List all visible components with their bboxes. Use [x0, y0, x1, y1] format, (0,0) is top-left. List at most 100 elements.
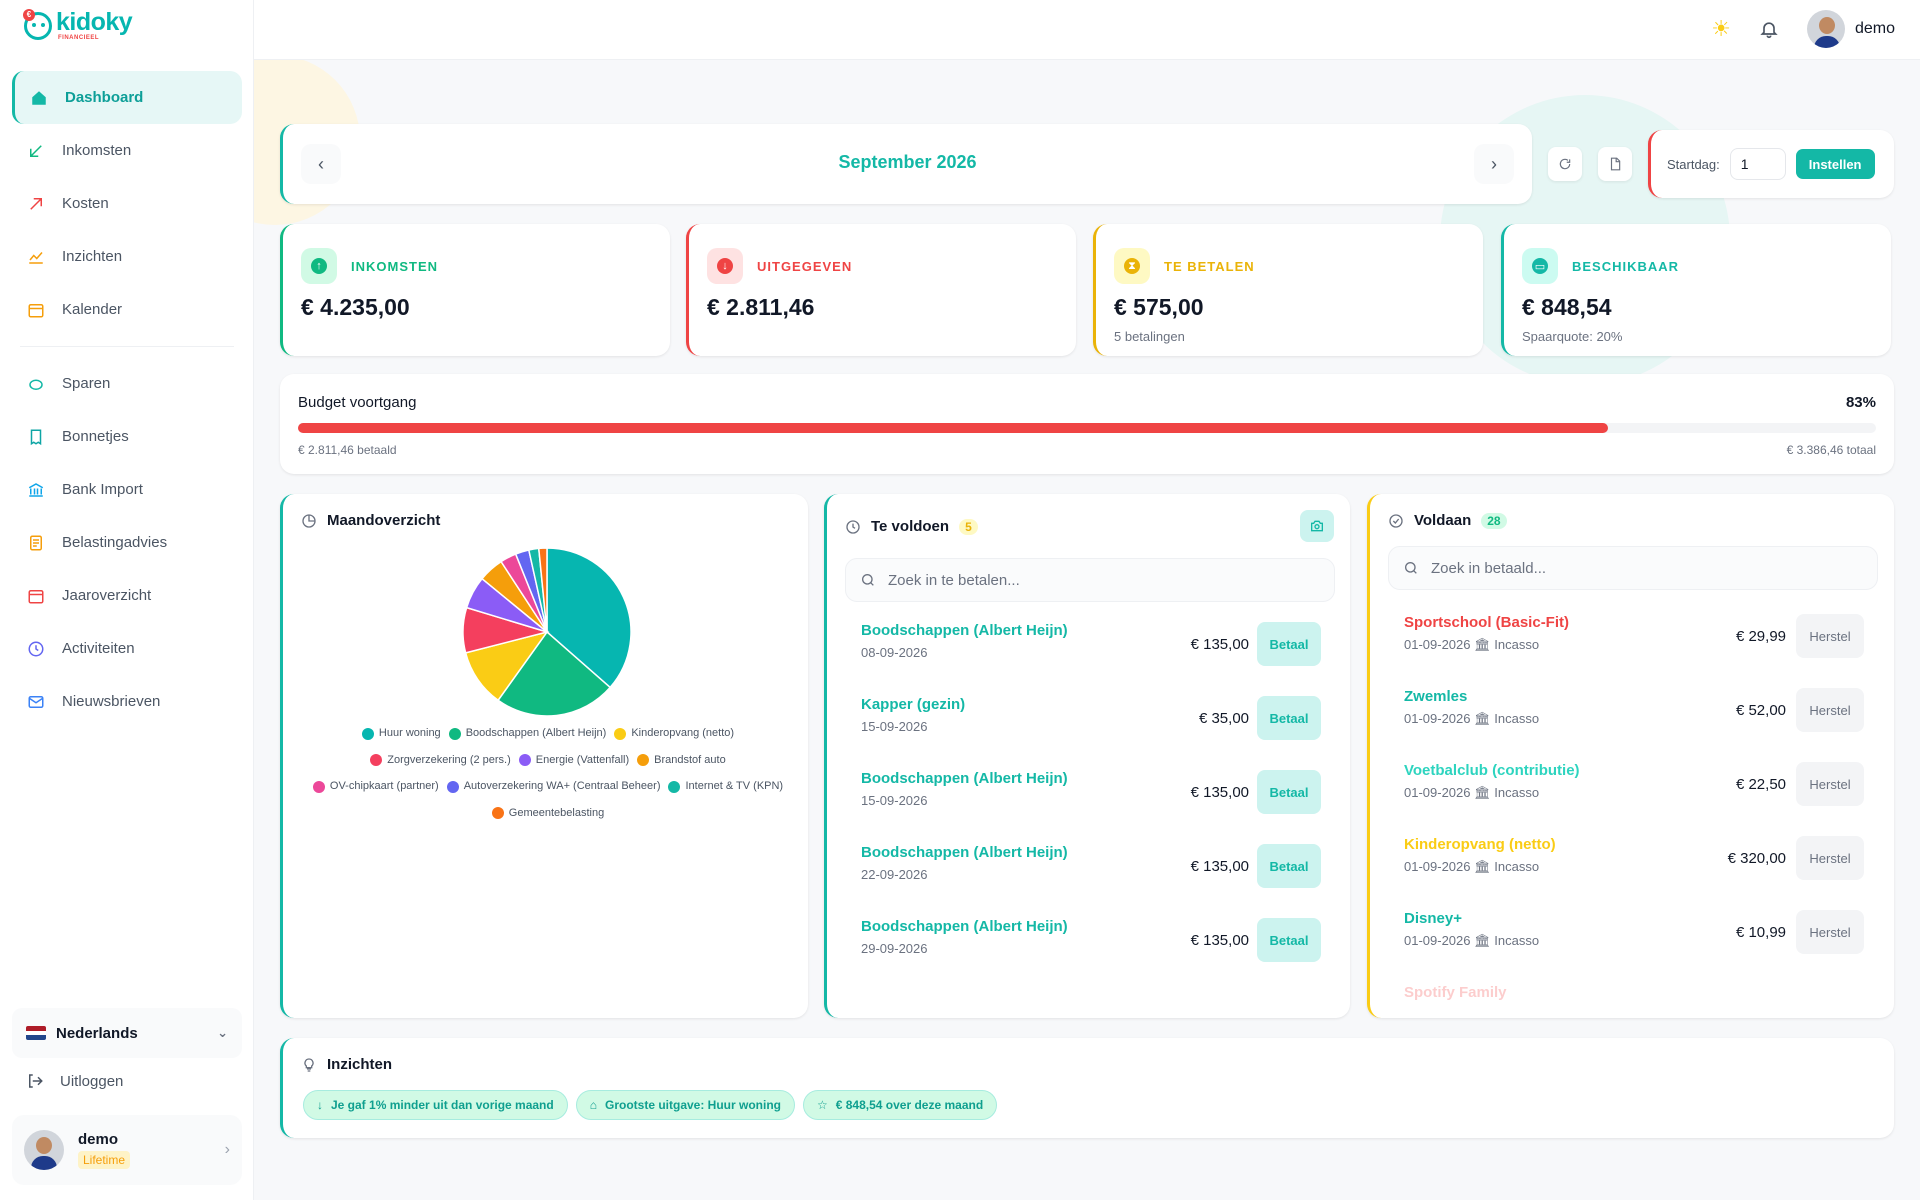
- sidebar-item-nieuwsbrieven[interactable]: Nieuwsbrieven: [12, 675, 242, 728]
- theme-toggle-sun-icon[interactable]: ☀: [1711, 16, 1731, 41]
- instellen-button[interactable]: Instellen: [1795, 149, 1875, 179]
- chevron-left-icon: ‹: [318, 153, 324, 174]
- user-card[interactable]: demo Lifetime ›: [12, 1115, 242, 1185]
- pie-slice-gemeentebelasting[interactable]: [537, 547, 548, 633]
- te-betalen-search[interactable]: Zoek in te betalen...: [845, 558, 1335, 602]
- legend-item[interactable]: Zorgverzekering (2 pers.): [370, 749, 511, 772]
- herstel-button[interactable]: Herstel: [1796, 762, 1864, 806]
- legend-swatch: [614, 727, 627, 740]
- legend-item[interactable]: Huur woning: [361, 722, 441, 745]
- arrow-out-icon: [26, 194, 46, 214]
- list-item[interactable]: Boodschappen (Albert Heijn) 22-09-2026 € 1…: [861, 844, 1321, 918]
- sidebar-item-bank-import[interactable]: Bank Import: [12, 463, 242, 516]
- bank-icon: 🏛: [1474, 637, 1491, 652]
- sidebar-item-label: Sparen: [62, 375, 111, 392]
- legend-label: Boodschappen (Albert Heijn): [465, 727, 607, 739]
- legend-item[interactable]: Internet & TV (KPN): [668, 775, 783, 798]
- legend-item[interactable]: Kinderopvang (netto): [614, 722, 734, 745]
- tax-icon: [26, 533, 46, 553]
- sidebar-item-label: Activiteiten: [62, 640, 135, 657]
- paid-amount: € 52,00: [1735, 702, 1786, 719]
- list-item[interactable]: Boodschappen (Albert Heijn) 29-09-2026 € 1…: [861, 918, 1321, 992]
- list-item[interactable]: Spotify Family: [1404, 984, 1864, 1018]
- avatar: [1806, 10, 1845, 48]
- bank-icon: [26, 480, 46, 500]
- camera-button[interactable]: [1300, 510, 1334, 542]
- legend-swatch: [370, 754, 383, 766]
- logout-button[interactable]: Uitloggen: [26, 1066, 123, 1096]
- legend-item[interactable]: Autoverzekering WA+ (Centraal Beheer): [446, 775, 660, 798]
- betaal-button[interactable]: Betaal: [1257, 844, 1321, 888]
- list-item[interactable]: Zwemles 01-09-2026 🏛 Incasso € 52,00 Herste…: [1404, 688, 1864, 762]
- betaald-search[interactable]: Zoek in betaald...: [1388, 546, 1878, 590]
- sidebar-item-jaaroverzicht[interactable]: Jaaroverzicht: [12, 569, 242, 622]
- sidebar-item-inkomsten[interactable]: Inkomsten: [12, 124, 242, 177]
- paid-date: 01-09-2026: [1404, 637, 1471, 652]
- sidebar-item-label: Inzichten: [62, 248, 123, 265]
- stat-sub: 5 betalingen: [1114, 329, 1185, 344]
- legend-label: OV-chipkaart (partner): [329, 780, 439, 792]
- arrow-in-icon: [26, 141, 46, 161]
- mail-icon: [26, 692, 46, 712]
- refresh-button[interactable]: [1548, 147, 1582, 181]
- legend-item[interactable]: Brandstof auto: [637, 749, 726, 772]
- insight-text: Grootste uitgave: Huur woning: [604, 1098, 781, 1112]
- insight-chip[interactable]: ↓ Je gaf 1% minder uit dan vorige maand: [303, 1090, 568, 1120]
- payment-amount: € 135,00: [1190, 858, 1249, 875]
- te-voldoen-title: Te voldoen: [871, 518, 950, 535]
- legend-item[interactable]: OV-chipkaart (partner): [312, 775, 439, 798]
- insight-chip[interactable]: ⌂ Grootste uitgave: Huur woning: [575, 1090, 795, 1120]
- language-select[interactable]: Nederlands ⌄: [12, 1008, 242, 1058]
- legend-swatch: [491, 807, 504, 819]
- betaal-button[interactable]: Betaal: [1257, 770, 1321, 814]
- insight-chip[interactable]: ☆ € 848,54 over deze maand: [802, 1090, 998, 1120]
- pie-slice-huur-woning[interactable]: [546, 547, 632, 689]
- list-item[interactable]: Kinderopvang (netto) 01-09-2026 🏛 Incasso…: [1404, 836, 1864, 910]
- next-month-button[interactable]: ›: [1474, 144, 1514, 184]
- sidebar-item-sparen[interactable]: Sparen: [12, 357, 242, 410]
- list-item[interactable]: Disney+ 01-09-2026 🏛 Incasso € 10,99 Herste…: [1404, 910, 1864, 984]
- sidebar-item-kosten[interactable]: Kosten: [12, 177, 242, 230]
- sidebar-item-label: Dashboard: [65, 89, 144, 106]
- stat-value: € 4.235,00: [301, 294, 410, 320]
- stat-value: € 848,54: [1522, 294, 1612, 320]
- sidebar-item-bonnetjes[interactable]: Bonnetjes: [12, 410, 242, 463]
- prev-month-button[interactable]: ‹: [301, 144, 341, 184]
- herstel-button[interactable]: Herstel: [1796, 836, 1864, 880]
- legend-item[interactable]: Energie (Vattenfall): [518, 749, 629, 772]
- sidebar-item-kalender[interactable]: Kalender: [12, 283, 242, 336]
- sidebar-item-belastingadvies[interactable]: Belastingadvies: [12, 516, 242, 569]
- betaal-button[interactable]: Betaal: [1257, 696, 1321, 740]
- list-item[interactable]: Boodschappen (Albert Heijn) 15-09-2026 € 1…: [861, 770, 1321, 844]
- payment-amount: € 135,00: [1190, 784, 1249, 801]
- pie-slice-boodschappen-albert-heijn-[interactable]: [497, 630, 612, 717]
- sidebar-item-inzichten[interactable]: Inzichten: [12, 230, 242, 283]
- list-item[interactable]: Voetbalclub (contributie) 01-09-2026 🏛 In…: [1404, 762, 1864, 836]
- receipt-icon: [26, 427, 46, 447]
- sidebar-item-dashboard[interactable]: Dashboard: [12, 71, 242, 124]
- herstel-button[interactable]: Herstel: [1796, 910, 1864, 954]
- brand-logo[interactable]: € kidoky FINANCIEEL: [23, 8, 133, 41]
- legend-item[interactable]: Boodschappen (Albert Heijn): [448, 722, 607, 745]
- betaal-button[interactable]: Betaal: [1257, 918, 1321, 962]
- insight-text: Je gaf 1% minder uit dan vorige maand: [331, 1098, 554, 1112]
- bell-icon[interactable]: [1759, 19, 1779, 39]
- sidebar-item-activiteiten[interactable]: Activiteiten: [12, 622, 242, 675]
- user-menu[interactable]: demo: [1806, 10, 1895, 48]
- clock-icon: [26, 639, 46, 659]
- herstel-button[interactable]: Herstel: [1796, 688, 1864, 732]
- payment-date: 22-09-2026: [861, 867, 928, 882]
- month-navigator: ‹ September 2026 ›: [280, 124, 1532, 204]
- list-item[interactable]: Boodschappen (Albert Heijn) 08-09-2026 € 1…: [861, 622, 1321, 696]
- paid-date: 01-09-2026: [1404, 933, 1471, 948]
- list-item[interactable]: Sportschool (Basic-Fit) 01-09-2026 🏛 Inca…: [1404, 614, 1864, 688]
- betaal-button[interactable]: Betaal: [1257, 622, 1321, 666]
- legend-item[interactable]: Gemeentebelasting: [491, 802, 604, 825]
- export-pdf-button[interactable]: [1598, 147, 1632, 181]
- chevron-down-icon: ⌄: [217, 1025, 228, 1040]
- list-item[interactable]: Kapper (gezin) 15-09-2026 € 35,00 Betaal: [861, 696, 1321, 770]
- startdag-input[interactable]: 1: [1729, 148, 1786, 180]
- herstel-button[interactable]: Herstel: [1796, 614, 1864, 658]
- payment-amount: € 135,00: [1190, 932, 1249, 949]
- paid-amount: € 29,99: [1735, 628, 1786, 645]
